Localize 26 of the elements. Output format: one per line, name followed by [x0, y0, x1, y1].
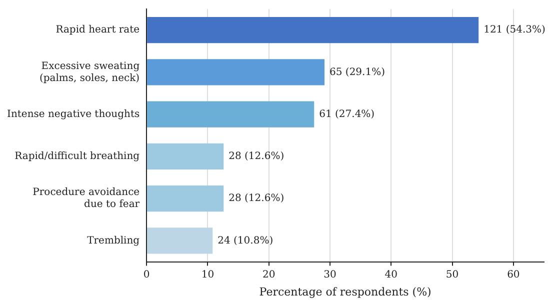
x-tick-label: 0: [143, 269, 150, 280]
bar: [147, 186, 224, 212]
x-tick-label: 60: [507, 269, 520, 280]
bar: [147, 143, 224, 170]
y-tick-label: Intense negative thoughts: [7, 108, 140, 120]
bar: [147, 228, 213, 254]
bar: [147, 17, 479, 44]
data-label: 24 (10.8%): [218, 235, 274, 246]
data-label: 61 (27.4%): [319, 108, 375, 120]
y-tick-label: Trembling: [87, 235, 140, 246]
x-tick-label: 30: [324, 269, 336, 280]
data-label: 28 (12.6%): [228, 193, 284, 204]
bar: [147, 101, 314, 128]
x-tick-label: 20: [262, 269, 276, 280]
data-label: 121 (54.3%): [484, 24, 546, 36]
data-label: 28 (12.6%): [228, 151, 284, 162]
data-label: 65 (29.1%): [330, 66, 386, 78]
y-tick-label: Rapid/difficult breathing: [14, 151, 140, 162]
x-tick-label: 10: [201, 269, 214, 280]
x-tick-label: 50: [446, 269, 459, 280]
bar: [147, 59, 325, 86]
y-tick-label: Excessive sweating (palms, soles, neck): [39, 60, 140, 84]
y-tick-label: Rapid heart rate: [56, 24, 140, 36]
x-tick-label: 40: [384, 269, 398, 280]
x-axis-title: Percentage of respondents (%): [259, 285, 432, 298]
y-tick-label: Procedure avoidance due to fear: [32, 187, 140, 210]
